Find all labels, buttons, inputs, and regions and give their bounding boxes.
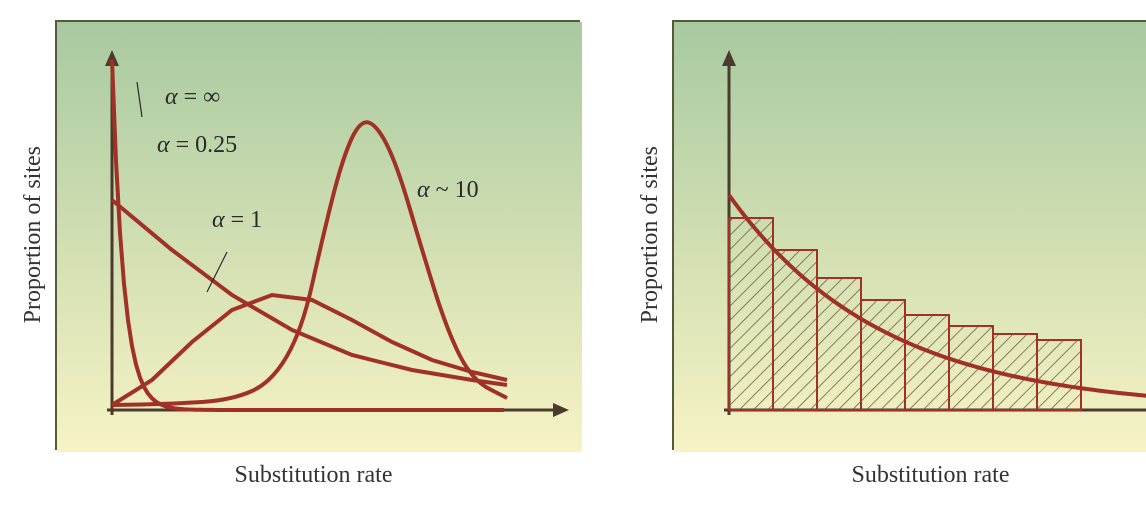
svg-text:α = ∞: α = ∞	[165, 84, 220, 110]
left-ylabel: Proportion of sites	[20, 146, 47, 323]
right-panel-column: Proportion of sites Substitution rate	[637, 20, 1146, 489]
svg-text:α = 0.25: α = 0.25	[157, 132, 237, 158]
figure-wrap: Proportion of sites α = ∞α = 0.25α = 1α …	[20, 20, 1126, 489]
svg-text:α ~ 10: α ~ 10	[417, 177, 479, 203]
left-chart-svg: α = ∞ α = 0.25 α = 1 α ~ 10	[57, 22, 582, 452]
left-chart-panel: α = ∞ α = 0.25 α = 1 α ~ 10	[55, 20, 580, 450]
right-ylabel: Proportion of sites	[637, 146, 664, 323]
left-panel-column: Proportion of sites α = ∞α = 0.25α = 1α …	[20, 20, 607, 489]
left-panel-row: Proportion of sites α = ∞α = 0.25α = 1α …	[20, 20, 607, 450]
right-xlabel: Substitution rate	[852, 462, 1010, 489]
left-xlabel: Substitution rate	[235, 462, 393, 489]
right-chart-svg	[674, 22, 1146, 452]
right-panel-row: Proportion of sites	[637, 20, 1146, 450]
svg-text:α = 1: α = 1	[212, 207, 262, 233]
right-chart-panel	[672, 20, 1146, 450]
